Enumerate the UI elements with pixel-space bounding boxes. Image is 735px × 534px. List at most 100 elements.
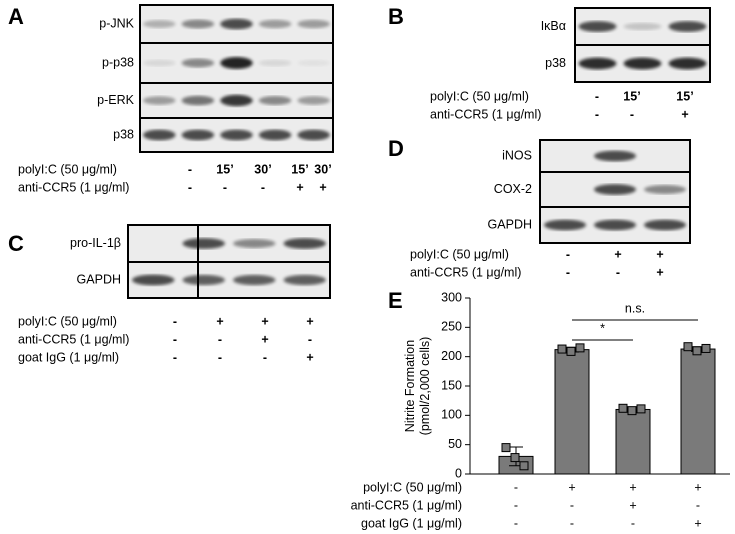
blot-band [233, 239, 276, 248]
condition-value: + [656, 265, 663, 279]
condition-value: - [188, 180, 192, 194]
blot-label: GAPDH [77, 272, 121, 286]
condition-value: + [568, 480, 575, 494]
condition-value: - [173, 332, 177, 346]
condition-value: + [694, 480, 701, 494]
data-point [683, 342, 693, 352]
blot-label: IκBα [541, 19, 566, 33]
annotation: * [600, 321, 605, 335]
condition-value: - [570, 498, 574, 512]
condition-value: + [261, 314, 268, 328]
blot-band [220, 94, 253, 107]
blot-band [143, 59, 176, 67]
condition-label: anti-CCR5 (1 μg/ml) [430, 107, 541, 121]
blot-band [258, 96, 292, 105]
condition-value: - [261, 180, 265, 194]
condition-value: - [263, 350, 267, 364]
condition-value: + [261, 332, 268, 346]
condition-value: + [216, 314, 223, 328]
bar [680, 348, 716, 475]
blot-band [578, 57, 617, 70]
condition-label: goat IgG (1 μg/ml) [18, 350, 119, 364]
y-axis-title-line: (pmol/2,000 cells) [418, 337, 432, 436]
blot-band [668, 57, 707, 70]
condition-value: - [570, 516, 574, 530]
blot-band [283, 238, 326, 249]
data-point [501, 443, 511, 453]
y-tick-label: 300 [441, 290, 462, 304]
blot-band [143, 96, 176, 105]
blot-label: p38 [545, 56, 566, 70]
condition-value: - [173, 314, 177, 328]
data-point [575, 343, 585, 353]
blot-band [594, 150, 636, 162]
blot-band [297, 19, 330, 29]
data-point [519, 461, 529, 471]
blot-band [220, 57, 253, 69]
condition-value: + [681, 107, 688, 121]
blot-label: GAPDH [488, 217, 532, 231]
condition-value: - [595, 107, 599, 121]
condition-label: anti-CCR5 (1 μg/ml) [410, 265, 521, 279]
y-tick-label: 100 [441, 408, 462, 422]
condition-value: - [514, 516, 518, 530]
y-tick-label: 150 [441, 378, 462, 392]
blot-label: pro-IL-1β [70, 236, 121, 250]
condition-label: anti-CCR5 (1 μg/ml) [351, 498, 462, 512]
condition-label: polyI:C (50 μg/ml) [18, 162, 117, 176]
blot-band [181, 95, 215, 106]
blot-label: p-p38 [102, 55, 134, 69]
data-point [627, 406, 637, 416]
y-axis-title-line: Nitrite Formation [403, 340, 417, 432]
condition-label: polyI:C (50 μg/ml) [430, 89, 529, 103]
y-tick-label: 250 [441, 320, 462, 334]
blot-band [644, 219, 686, 231]
blot-label: iNOS [502, 148, 532, 162]
blot-band [182, 238, 225, 249]
condition-value: 15’ [291, 162, 308, 176]
blot-band [297, 96, 330, 105]
blot-band [258, 129, 292, 141]
data-point [636, 404, 646, 414]
blot-band [623, 57, 662, 70]
condition-value: + [614, 247, 621, 261]
blot-band [297, 129, 330, 141]
condition-value: + [629, 498, 636, 512]
blot-band [668, 21, 707, 32]
blot-band [594, 219, 636, 231]
condition-value: - [218, 332, 222, 346]
blot-band [233, 274, 276, 286]
condition-label: anti-CCR5 (1 μg/ml) [18, 332, 129, 346]
panel-letter: B [388, 4, 404, 29]
condition-value: - [218, 350, 222, 364]
condition-value: 15’ [623, 89, 640, 103]
y-tick-label: 50 [448, 437, 462, 451]
y-tick-label: 200 [441, 349, 462, 363]
condition-value: 30’ [314, 162, 331, 176]
blot-label: COX-2 [494, 182, 532, 196]
condition-label: anti-CCR5 (1 μg/ml) [18, 180, 129, 194]
blot-band [220, 18, 253, 30]
blot-band [594, 184, 636, 195]
blot-band [623, 22, 662, 31]
blot-band [544, 219, 586, 231]
condition-label: polyI:C (50 μg/ml) [363, 480, 462, 494]
condition-value: + [629, 480, 636, 494]
condition-value: - [223, 180, 227, 194]
condition-value: - [630, 107, 634, 121]
blot-band [283, 274, 326, 286]
condition-value: - [631, 516, 635, 530]
bar [615, 408, 651, 475]
data-point [618, 403, 628, 413]
y-tick-label: 0 [455, 466, 462, 480]
blot-band [220, 129, 253, 141]
blot-band [578, 21, 617, 32]
blot-label: p38 [113, 127, 134, 141]
data-point [566, 346, 576, 356]
blot-band [181, 58, 215, 68]
condition-value: - [514, 480, 518, 494]
panel-letter: E [388, 288, 403, 313]
condition-label: polyI:C (50 μg/ml) [410, 247, 509, 261]
annotation: n.s. [625, 301, 645, 315]
